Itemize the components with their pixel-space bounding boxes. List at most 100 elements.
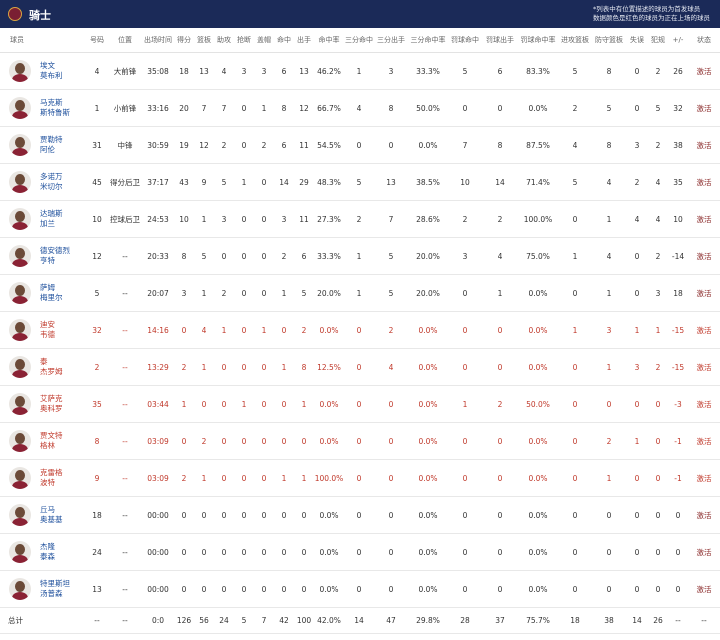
- status: 激活: [688, 496, 720, 534]
- stat-cell: 1: [592, 348, 626, 386]
- stat-cell: 0: [648, 533, 668, 571]
- stat-cell: 1: [194, 200, 214, 238]
- player-name[interactable]: 迪安 韦德: [40, 320, 55, 340]
- player-name[interactable]: 艾萨克 奥科罗: [40, 394, 63, 414]
- player-name-line: 杰隆: [40, 542, 55, 551]
- stat-cell: 32: [668, 89, 688, 127]
- stat-cell: 1: [648, 311, 668, 349]
- stat-cell: 0: [592, 385, 626, 423]
- player-name[interactable]: 埃文 莫布利: [40, 61, 63, 81]
- player-name[interactable]: 特里斯坦 汤普森: [40, 579, 70, 599]
- player-name[interactable]: 贾勒特 阿伦: [40, 135, 63, 155]
- stat-cell: 0: [254, 200, 274, 238]
- stat-cell: 2: [174, 459, 194, 497]
- total-cell: 24: [214, 607, 234, 634]
- player-name-line: 丘马: [40, 505, 55, 514]
- stat-cell: 10: [668, 200, 688, 238]
- player-name[interactable]: 马克斯 斯特鲁斯: [40, 98, 70, 118]
- stat-cell: 0: [274, 570, 294, 608]
- total-cell: --: [86, 607, 108, 634]
- stat-cell: 33.3%: [408, 52, 448, 90]
- player-name[interactable]: 达瑞斯 加兰: [40, 209, 63, 229]
- player-name[interactable]: 杰隆 泰森: [40, 542, 55, 562]
- stat-cell: 2: [648, 52, 668, 90]
- stat-cell: 0: [374, 570, 408, 608]
- status: 激活: [688, 89, 720, 127]
- player-cell: 达瑞斯 加兰: [0, 200, 86, 238]
- stat-cell: 1: [294, 385, 314, 423]
- total-cell: 38: [592, 607, 626, 634]
- stat-cell: 0: [626, 385, 648, 423]
- stat-cell: 8: [374, 89, 408, 127]
- stat-cell: 2: [174, 348, 194, 386]
- column-header: 三分命中: [344, 28, 374, 53]
- stat-cell: 2: [214, 274, 234, 312]
- stat-cell: 0: [648, 496, 668, 534]
- stat-cell: 0: [274, 311, 294, 349]
- stat-cell: 13: [86, 570, 108, 608]
- stat-cell: 0.0%: [408, 385, 448, 423]
- stat-cell: 10: [448, 163, 482, 201]
- stat-cell: 1: [234, 163, 254, 201]
- stat-cell: 4: [592, 163, 626, 201]
- player-row: 贾文特 格林 8 -- 03:09 0 2 0 0 0 0 0 0.0% 0 0 0.0% 0 0 0.0% 0 2 1 0…: [0, 422, 720, 460]
- stat-cell: 0: [374, 533, 408, 571]
- stat-cell: 5: [194, 237, 214, 275]
- player-cell: 萨姆 梅里尔: [0, 274, 86, 312]
- stat-cell: 9: [194, 163, 214, 201]
- stat-cell: 0: [482, 570, 518, 608]
- player-name[interactable]: 德安德烈 亨特: [40, 246, 70, 266]
- stat-cell: 0: [482, 348, 518, 386]
- stat-cell: 8: [274, 89, 294, 127]
- player-cell: 德安德烈 亨特: [0, 237, 86, 275]
- player-name-line: 克雷格: [40, 468, 63, 477]
- stat-cell: 0: [558, 459, 592, 497]
- column-header: 状态: [688, 28, 720, 53]
- stat-cell: 0.0%: [408, 311, 448, 349]
- player-name[interactable]: 克雷格 波特: [40, 468, 63, 488]
- stat-cell: 20: [174, 89, 194, 127]
- note: *列表中有位置描述的球员为首发球员: [593, 5, 701, 13]
- stat-cell: --: [108, 496, 142, 534]
- player-name[interactable]: 丘马 奥基基: [40, 505, 63, 525]
- stat-cell: 2: [592, 422, 626, 460]
- stat-cell: 0: [668, 496, 688, 534]
- column-header: 罚球出手: [482, 28, 518, 53]
- status: 激活: [688, 459, 720, 497]
- column-header: 罚球命中率: [518, 28, 558, 53]
- player-name-line: 奥基基: [40, 515, 63, 524]
- stat-cell: 3: [592, 311, 626, 349]
- column-header: 得分: [174, 28, 194, 53]
- stat-cell: 50.0%: [518, 385, 558, 423]
- stat-cell: 1: [344, 237, 374, 275]
- player-name[interactable]: 贾文特 格林: [40, 431, 63, 451]
- stat-cell: 0: [234, 274, 254, 312]
- stat-cell: 0: [194, 570, 214, 608]
- stat-cell: 0.0%: [408, 459, 448, 497]
- status: 激活: [688, 200, 720, 238]
- stat-cell: 0: [344, 348, 374, 386]
- stat-cell: 2: [294, 311, 314, 349]
- stat-cell: --: [108, 459, 142, 497]
- stat-cell: 3: [254, 52, 274, 90]
- stat-cell: 46.2%: [314, 52, 344, 90]
- player-name[interactable]: 泰杰罗姆: [40, 357, 63, 377]
- stat-cell: 00:00: [142, 496, 174, 534]
- stat-cell: 18: [86, 496, 108, 534]
- total-cell: 5: [234, 607, 254, 634]
- player-cell: 多诺万 米切尔: [0, 163, 86, 201]
- stat-cell: 0: [374, 496, 408, 534]
- player-cell: 杰隆 泰森: [0, 533, 86, 571]
- stat-cell: 0: [448, 459, 482, 497]
- stat-cell: 45: [86, 163, 108, 201]
- player-name-line: 达瑞斯: [40, 209, 63, 218]
- column-header: 失误: [626, 28, 648, 53]
- stat-cell: 0: [374, 459, 408, 497]
- player-name[interactable]: 多诺万 米切尔: [40, 172, 63, 192]
- player-name-line: 格林: [40, 441, 55, 450]
- stat-cell: 2: [344, 200, 374, 238]
- total-label: 总计: [0, 607, 86, 634]
- stat-cell: 0: [648, 570, 668, 608]
- stat-cell: 12: [194, 126, 214, 164]
- player-name[interactable]: 萨姆 梅里尔: [40, 283, 63, 303]
